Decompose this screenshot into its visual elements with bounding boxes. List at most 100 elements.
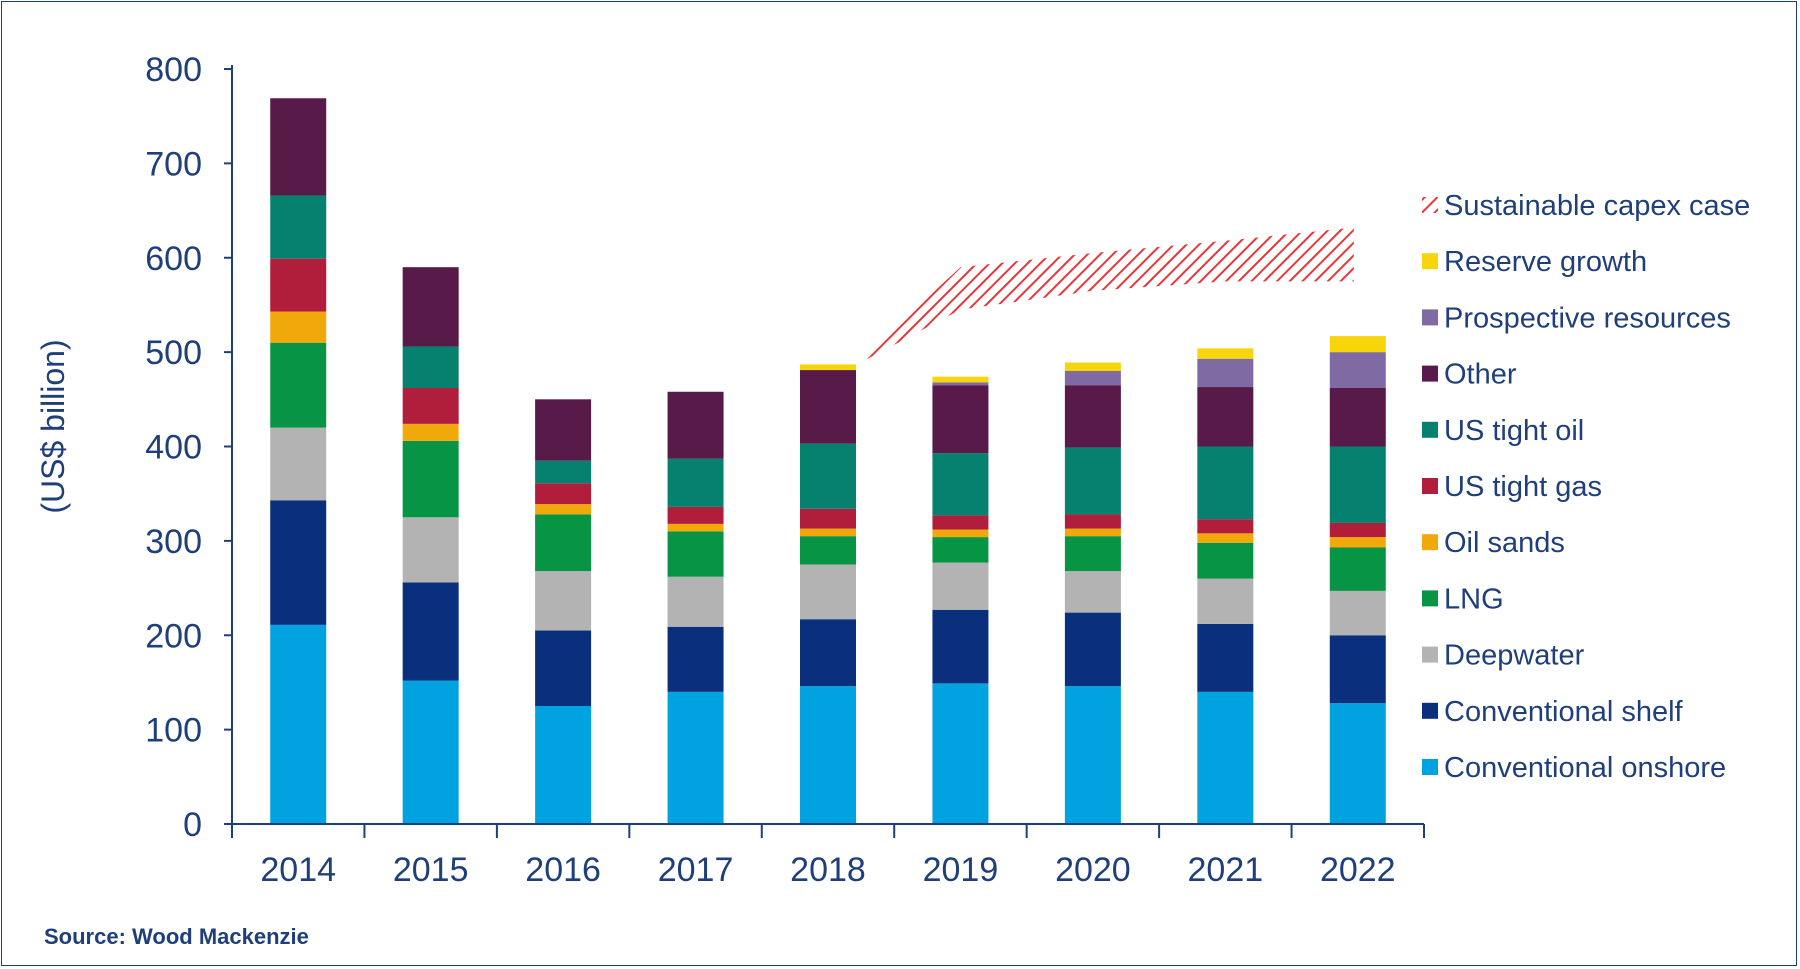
x-tick-label: 2018 [790,851,866,889]
bar-conventional-shelf-2017 [667,626,724,692]
bar-conventional-onshore-2015 [402,680,459,824]
bar-oil-sands-2015 [402,423,459,441]
legend-label-deepwater: Deepwater [1444,640,1585,672]
bar-reserve-growth-2019 [932,376,989,383]
x-tick-label: 2019 [923,851,999,889]
legend-label-lng: LNG [1444,583,1504,615]
bar-conventional-shelf-2016 [535,630,592,707]
bar-oil-sands-2016 [535,504,592,515]
bar-deepwater-2019 [932,562,989,610]
bar-lng-2017 [667,531,724,577]
y-tick-label: 100 [145,712,202,750]
bar-lng-2022 [1329,547,1386,591]
legend-swatch-lng [1422,590,1438,607]
bar-oil-sands-2018 [800,528,856,537]
bar-us-tight-oil-2014 [270,195,327,259]
y-tick-label: 600 [145,240,202,278]
bar-oil-sands-2020 [1064,528,1121,537]
bar-prospective-resources-2020 [1064,371,1121,386]
bar-conventional-shelf-2018 [800,619,856,687]
legend-swatch-prospective-resources [1422,309,1438,326]
bar-us-tight-gas-2019 [932,515,989,530]
bar-conventional-onshore-2019 [932,683,989,824]
bar-lng-2018 [800,536,856,565]
x-tick-label: 2017 [658,851,734,889]
bar-lng-2021 [1197,542,1254,579]
x-tick-label: 2022 [1320,851,1396,889]
bar-deepwater-2018 [800,564,856,620]
bar-us-tight-oil-2016 [535,460,592,484]
bar-deepwater-2014 [270,427,327,501]
y-axis-title: (US$ billion) [35,339,71,513]
bar-us-tight-gas-2022 [1329,522,1386,538]
bar-deepwater-2017 [667,576,724,627]
bar-us-tight-oil-2020 [1064,447,1121,515]
bar-lng-2019 [932,537,989,563]
bar-conventional-shelf-2022 [1329,635,1386,704]
bar-deepwater-2015 [402,517,459,583]
legend-swatch-oil-sands [1422,534,1438,551]
y-tick-label: 300 [145,523,202,561]
bars-layer [270,98,1386,824]
axes-layer: 0 100 200 300 400 500 600 700 800 2014 2015 2016 201… [35,51,1425,889]
bar-conventional-onshore-2020 [1064,686,1121,824]
legend-swatch-deepwater [1422,646,1438,663]
bar-conventional-shelf-2014 [270,500,327,625]
x-tick-label: 2021 [1188,851,1264,889]
legend-label-oil-sands: Oil sands [1444,527,1565,559]
bar-reserve-growth-2022 [1329,336,1386,353]
legend-swatch-conventional-onshore [1422,759,1438,775]
bar-other-2016 [535,399,592,461]
bar-prospective-resources-2022 [1329,352,1386,388]
bar-oil-sands-2021 [1197,533,1254,543]
y-tick-label: 400 [145,429,202,467]
x-tick-label: 2020 [1055,851,1131,889]
legend-swatch-us-tight-oil [1422,421,1438,438]
bar-oil-sands-2014 [270,311,327,343]
bar-deepwater-2021 [1197,578,1254,624]
bar-us-tight-gas-2018 [800,508,856,529]
bar-reserve-growth-2020 [1064,362,1121,371]
bar-reserve-growth-2021 [1197,348,1254,359]
bar-us-tight-gas-2020 [1064,514,1121,529]
legend-label-us-tight-oil: US tight oil [1444,415,1584,447]
bar-us-tight-oil-2017 [667,458,724,507]
bar-deepwater-2020 [1064,571,1121,613]
legend-swatch-other [1422,365,1438,382]
legend-label-other: Other [1444,359,1517,391]
bar-oil-sands-2017 [667,523,724,532]
sustainable-capex-band [850,227,1354,369]
legend-label-prospective-resources: Prospective resources [1444,302,1731,334]
bar-deepwater-2022 [1329,590,1386,636]
x-tick-label: 2016 [525,851,601,889]
bar-conventional-shelf-2021 [1197,623,1254,692]
x-tick-label: 2014 [260,851,336,889]
legend-label-conventional-onshore: Conventional onshore [1444,752,1726,784]
y-tick-label: 500 [145,334,202,372]
y-tick-label: 800 [145,51,202,89]
bar-us-tight-gas-2014 [270,258,327,312]
bar-us-tight-oil-2015 [402,346,459,388]
y-tick-label: 200 [145,617,202,655]
legend-swatch-conventional-shelf [1422,702,1438,719]
bar-conventional-onshore-2018 [800,686,856,824]
bar-conventional-onshore-2014 [270,624,327,824]
bar-conventional-onshore-2022 [1329,703,1386,824]
bar-us-tight-oil-2021 [1197,446,1254,520]
bar-oil-sands-2022 [1329,537,1386,548]
y-tick-label: 0 [183,806,202,844]
bar-other-2021 [1197,387,1254,447]
legend: Sustainable capex case Reserve growth Pros… [1422,190,1750,784]
bar-us-tight-oil-2018 [800,443,856,509]
bar-reserve-growth-2018 [800,364,856,371]
bar-lng-2015 [402,440,459,518]
bar-other-2022 [1329,387,1386,447]
bar-us-tight-gas-2016 [535,483,592,505]
bar-lng-2016 [535,514,592,572]
source-note: Source: Wood Mackenzie [44,924,309,949]
bar-other-2014 [270,98,327,196]
legend-label-sustainable-capex-case: Sustainable capex case [1444,190,1750,222]
legend-swatch-reserve-growth [1422,253,1438,270]
